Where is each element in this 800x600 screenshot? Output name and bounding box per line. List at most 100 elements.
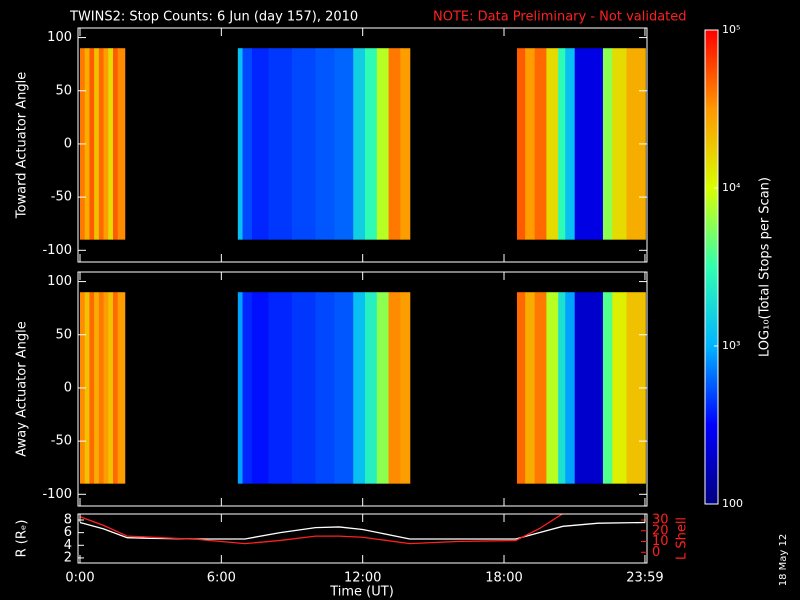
heat-cell <box>89 48 95 240</box>
heat-cell <box>103 292 109 484</box>
heat-cell <box>242 48 253 240</box>
heat-cell <box>292 48 317 240</box>
y2-tick-label: 30 <box>652 513 669 528</box>
y-tick-label: -50 <box>51 434 72 449</box>
heat-cell <box>103 48 109 240</box>
heat-cell <box>108 48 114 240</box>
heat-cell <box>516 292 526 484</box>
heat-cell <box>251 48 269 240</box>
heat-cell <box>376 48 390 240</box>
heat-cell <box>237 292 244 484</box>
chart-title: TWINS2: Stop Counts: 6 Jun (day 157), 20… <box>69 10 358 25</box>
y-tick-label: 8 <box>64 513 72 528</box>
heat-cell <box>602 292 613 484</box>
y-axis-label: R (Rₑ) <box>15 520 30 558</box>
x-tick-label: 6:00 <box>207 571 236 586</box>
y2-axis-label: L Shell <box>675 517 690 560</box>
heat-cell <box>574 292 604 484</box>
colorbar-tick-label: 10⁴ <box>722 181 741 194</box>
heat-cell <box>565 292 576 484</box>
heat-cell <box>112 292 119 484</box>
x-axis-label: Time (UT) <box>329 585 394 600</box>
heat-cell <box>353 292 366 484</box>
heat-cell <box>612 292 628 484</box>
y-axis-label: Toward Actuator Angle <box>15 72 30 219</box>
heat-cell <box>400 292 411 484</box>
colorbar-label: LOG₁₀(Total Stops per Scan) <box>758 177 773 357</box>
heat-cell <box>602 48 613 240</box>
heat-cell <box>626 48 646 240</box>
y-tick-label: -50 <box>51 190 72 205</box>
heat-cell <box>94 48 100 240</box>
heat-cell <box>376 292 390 484</box>
heat-cell <box>98 48 105 240</box>
heat-cell <box>400 48 411 240</box>
line-series <box>79 514 564 545</box>
heat-cell <box>626 292 646 484</box>
y-axis-label: Away Actuator Angle <box>15 321 30 456</box>
heat-cell <box>612 48 628 240</box>
heat-cell <box>117 48 126 240</box>
heat-cell <box>242 292 253 484</box>
colorbar-tick-label: 100 <box>722 497 743 510</box>
colorbar-tick-label: 10⁵ <box>722 23 740 36</box>
heat-cell <box>558 292 566 484</box>
heat-cell <box>353 48 366 240</box>
y-tick-label: 100 <box>47 30 72 45</box>
y-tick-label: -100 <box>42 487 72 502</box>
heat-cell <box>89 292 95 484</box>
y2-tick-label: 20 <box>652 523 669 538</box>
heat-cell <box>365 48 378 240</box>
heat-cell <box>84 48 90 240</box>
heat-cell <box>525 48 536 240</box>
heat-cell <box>365 292 378 484</box>
heat-cell <box>112 48 119 240</box>
y-tick-label: 100 <box>47 274 72 289</box>
heat-cell <box>334 48 354 240</box>
heat-cell <box>388 48 401 240</box>
colorbar-tick-label: 10³ <box>722 339 740 352</box>
y-tick-label: 0 <box>64 136 72 151</box>
y-tick-label: 6 <box>64 525 72 540</box>
heat-cell <box>315 292 335 484</box>
heat-cell <box>558 48 566 240</box>
heat-cell <box>292 292 317 484</box>
x-tick-label: 23:59 <box>626 571 663 586</box>
colorbar <box>704 29 719 505</box>
heat-cell <box>546 48 559 240</box>
line-series <box>79 521 646 540</box>
y-tick-label: 0 <box>64 380 72 395</box>
heat-cell <box>237 48 244 240</box>
heat-cell <box>268 48 293 240</box>
heat-cell <box>334 292 354 484</box>
heat-cell <box>315 48 335 240</box>
y-tick-label: -100 <box>42 243 72 258</box>
heat-cell <box>388 292 401 484</box>
heat-cell <box>534 292 547 484</box>
y-tick-label: 4 <box>64 538 72 553</box>
heat-cell <box>84 292 90 484</box>
heat-cell <box>98 292 105 484</box>
heat-cell <box>251 292 269 484</box>
y2-tick-label: 10 <box>652 534 669 549</box>
heat-cell <box>117 292 126 484</box>
heat-cell <box>516 48 526 240</box>
heat-cell <box>94 292 100 484</box>
heat-cell <box>565 48 576 240</box>
heat-cell <box>574 48 604 240</box>
y-tick-label: 50 <box>55 327 72 342</box>
heat-cell <box>546 292 559 484</box>
heat-cell <box>268 292 293 484</box>
x-tick-label: 12:00 <box>344 571 381 586</box>
note: NOTE: Data Preliminary - Not validated <box>433 10 687 25</box>
heat-cell <box>534 48 547 240</box>
heat-cell <box>525 292 536 484</box>
y-tick-label: 50 <box>55 83 72 98</box>
y-tick-label: 2 <box>64 550 72 565</box>
date-stamp: 18 May 12 <box>778 534 789 586</box>
y2-tick-label: 0 <box>652 545 660 560</box>
x-tick-label: 0:00 <box>65 571 94 586</box>
x-tick-label: 18:00 <box>485 571 522 586</box>
